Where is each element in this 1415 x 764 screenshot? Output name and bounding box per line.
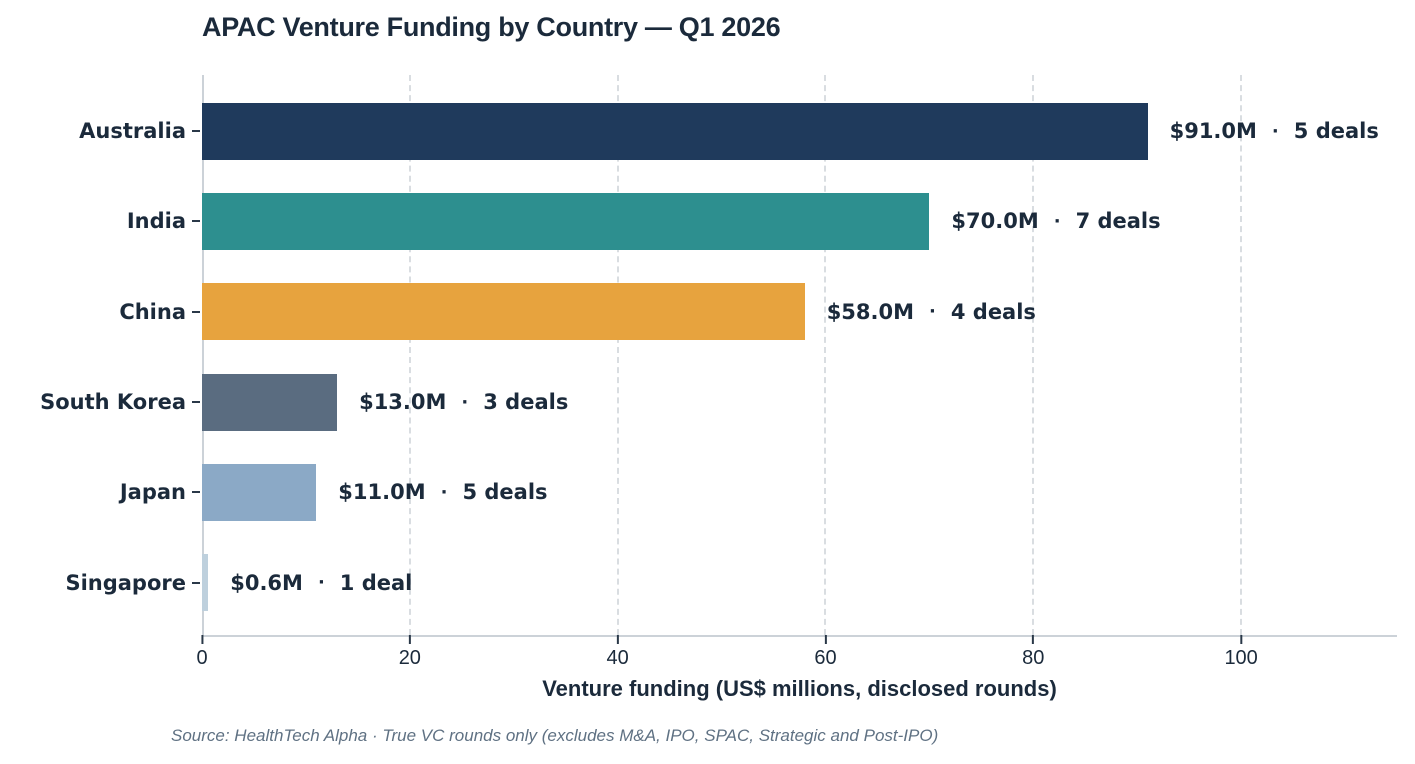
bar-row-australia: Australia $91.0M · 5 deals: [79, 86, 1397, 176]
gridline: [1032, 75, 1035, 635]
funding-amount: $13.0M: [359, 390, 447, 415]
bar-value-label: $91.0M · 5 deals: [1170, 119, 1379, 143]
x-tick-mark: [1240, 635, 1243, 644]
funding-amount: $70.0M: [951, 209, 1039, 234]
bar-value-label: $13.0M · 3 deals: [359, 390, 568, 414]
bar-value-label: $11.0M · 5 deals: [338, 480, 547, 504]
gridline: [616, 75, 619, 635]
x-tick: 60: [814, 635, 837, 670]
bar-china: [202, 283, 805, 341]
y-tick-mark: [192, 581, 200, 584]
deal-count: 1 deal: [339, 570, 413, 595]
category-label: South Korea: [40, 390, 186, 415]
x-tick-label: 80: [1022, 647, 1045, 669]
category-label: Japan: [119, 480, 186, 505]
bar-row-singapore: Singapore $0.6M · 1 deal: [65, 538, 1397, 628]
bar-singapore: [202, 554, 209, 612]
bar-value-label: $70.0M · 7 deals: [951, 209, 1160, 233]
x-axis-title: Venture funding (US$ millions, disclosed…: [542, 676, 1057, 701]
bar-row-india: India $70.0M · 7 deals: [127, 176, 1397, 266]
deal-count: 4 deals: [950, 299, 1036, 324]
gridline: [408, 75, 411, 635]
x-tick: 80: [1022, 635, 1044, 670]
bar-japan: [202, 463, 317, 521]
funding-amount: $0.6M: [230, 570, 303, 595]
x-tick-mark: [1032, 635, 1035, 644]
y-tick-mark: [192, 220, 200, 223]
bar-south-korea: [202, 373, 338, 431]
x-tick: 0: [196, 635, 208, 670]
bar-india: [202, 192, 930, 250]
plot-area: Australia $91.0M · 5 deals India $70.0M …: [40, 75, 1397, 637]
bar-value-label: $58.0M · 4 deals: [827, 300, 1036, 324]
gridline: [824, 75, 827, 635]
x-tick-mark: [824, 635, 827, 644]
bar-row-china: China $58.0M · 4 deals: [119, 267, 1397, 357]
y-axis-line: [202, 75, 204, 635]
funding-amount: $91.0M: [1169, 119, 1257, 144]
x-tick: 40: [607, 635, 629, 670]
y-tick-mark: [192, 310, 200, 313]
category-label: India: [126, 209, 186, 234]
x-tick-label: 100: [1224, 647, 1258, 669]
x-tick-mark: [201, 635, 203, 644]
y-tick-mark: [192, 130, 200, 133]
bars-container: Australia $91.0M · 5 deals India $70.0M …: [40, 86, 1397, 628]
bar-row-japan: Japan $11.0M · 5 deals: [120, 447, 1397, 537]
x-axis: 0 20 40 60 80 100: [196, 635, 1397, 675]
separator-dot: ·: [461, 391, 469, 413]
bar-australia: [202, 102, 1148, 160]
bar-row-south-korea: South Korea $13.0M · 3 deals: [40, 357, 1397, 447]
funding-amount: $11.0M: [338, 480, 426, 505]
separator-dot: ·: [317, 572, 325, 594]
deal-count: 7 deals: [1075, 209, 1161, 234]
separator-dot: ·: [440, 481, 448, 503]
chart-title: APAC Venture Funding by Country — Q1 202…: [202, 12, 781, 42]
deal-count: 5 deals: [1293, 119, 1379, 144]
deal-count: 5 deals: [462, 480, 548, 505]
x-tick-mark: [408, 635, 411, 644]
x-tick-label: 40: [606, 647, 629, 669]
x-tick-label: 20: [398, 647, 421, 669]
y-tick-mark: [192, 401, 200, 404]
source-note: Source: HealthTech Alpha · True VC round…: [171, 726, 939, 745]
separator-dot: ·: [1271, 120, 1279, 142]
deal-count: 3 deals: [483, 390, 569, 415]
funding-amount: $58.0M: [826, 299, 915, 324]
x-tick-label: 60: [814, 647, 837, 669]
x-tick: 100: [1224, 635, 1258, 670]
y-tick-mark: [192, 491, 200, 494]
x-tick-mark: [616, 635, 619, 644]
category-label: China: [119, 299, 186, 324]
category-label: Singapore: [65, 570, 186, 595]
separator-dot: ·: [1053, 210, 1061, 232]
category-label: Australia: [79, 119, 186, 144]
bar-value-label: $0.6M · 1 deal: [230, 571, 412, 595]
x-tick: 20: [399, 635, 421, 670]
x-tick-label: 0: [196, 647, 208, 669]
x-axis-line: [202, 635, 1397, 637]
gridline: [1240, 75, 1243, 635]
separator-dot: ·: [929, 301, 936, 323]
